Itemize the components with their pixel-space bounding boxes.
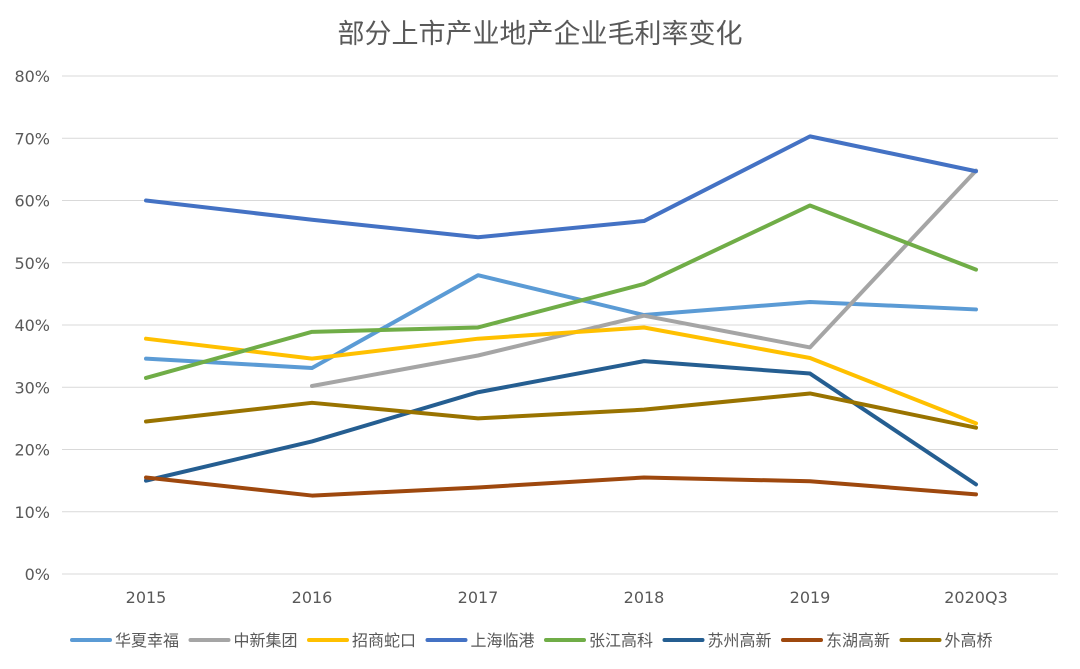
y-tick-label: 10% bbox=[14, 503, 50, 522]
legend-label: 华夏幸福 bbox=[115, 631, 179, 650]
series-line-6 bbox=[144, 475, 978, 498]
legend-label: 东湖高新 bbox=[826, 631, 890, 650]
legend-item: 外高桥 bbox=[899, 631, 993, 650]
series-line-4 bbox=[144, 203, 978, 380]
y-axis-tick-labels: 0% 10% 20% 30% 40% 50% 60% 70% 80% bbox=[14, 67, 50, 584]
legend-item: 招商蛇口 bbox=[307, 631, 416, 650]
x-tick-label: 2015 bbox=[126, 588, 167, 607]
y-tick-label: 60% bbox=[14, 192, 50, 211]
legend: 华夏幸福 中新集团 招商蛇口 上海临港 张江高科 苏州高新 东湖高新 外高桥 bbox=[70, 631, 993, 650]
series-line-3 bbox=[144, 134, 978, 240]
x-tick-label: 2019 bbox=[790, 588, 831, 607]
y-tick-label: 40% bbox=[14, 316, 50, 335]
y-tick-label: 70% bbox=[14, 129, 50, 148]
legend-item: 上海临港 bbox=[425, 631, 535, 650]
x-tick-label: 2018 bbox=[624, 588, 665, 607]
legend-label: 张江高科 bbox=[589, 631, 653, 650]
legend-item: 苏州高新 bbox=[662, 631, 772, 650]
series-line-7 bbox=[144, 391, 978, 430]
y-tick-label: 20% bbox=[14, 441, 50, 460]
series-line-2 bbox=[144, 325, 978, 426]
x-tick-label: 2017 bbox=[458, 588, 499, 607]
x-tick-label: 2020Q3 bbox=[944, 588, 1008, 607]
gridlines bbox=[62, 75, 1058, 575]
x-tick-label: 2016 bbox=[292, 588, 333, 607]
series-line-5 bbox=[144, 359, 978, 487]
legend-item: 张江高科 bbox=[544, 631, 653, 650]
legend-label: 中新集团 bbox=[234, 631, 298, 650]
series-line-1 bbox=[310, 168, 978, 389]
y-tick-label: 30% bbox=[14, 378, 50, 397]
chart-title: 部分上市产业地产企业毛利率变化 bbox=[338, 19, 743, 50]
legend-item: 中新集团 bbox=[188, 631, 298, 650]
legend-item: 华夏幸福 bbox=[70, 631, 179, 650]
series-lines bbox=[144, 134, 978, 498]
y-tick-label: 0% bbox=[25, 565, 50, 584]
legend-label: 上海临港 bbox=[471, 631, 535, 650]
legend-label: 外高桥 bbox=[945, 631, 993, 650]
legend-item: 东湖高新 bbox=[781, 631, 890, 650]
x-axis-tick-labels: 2015 2016 2017 2018 2019 2020Q3 bbox=[126, 588, 1008, 607]
legend-label: 苏州高新 bbox=[708, 631, 772, 650]
y-tick-label: 80% bbox=[14, 67, 50, 86]
legend-label: 招商蛇口 bbox=[352, 631, 416, 650]
y-tick-label: 50% bbox=[14, 254, 50, 273]
series-line-0 bbox=[144, 273, 978, 370]
